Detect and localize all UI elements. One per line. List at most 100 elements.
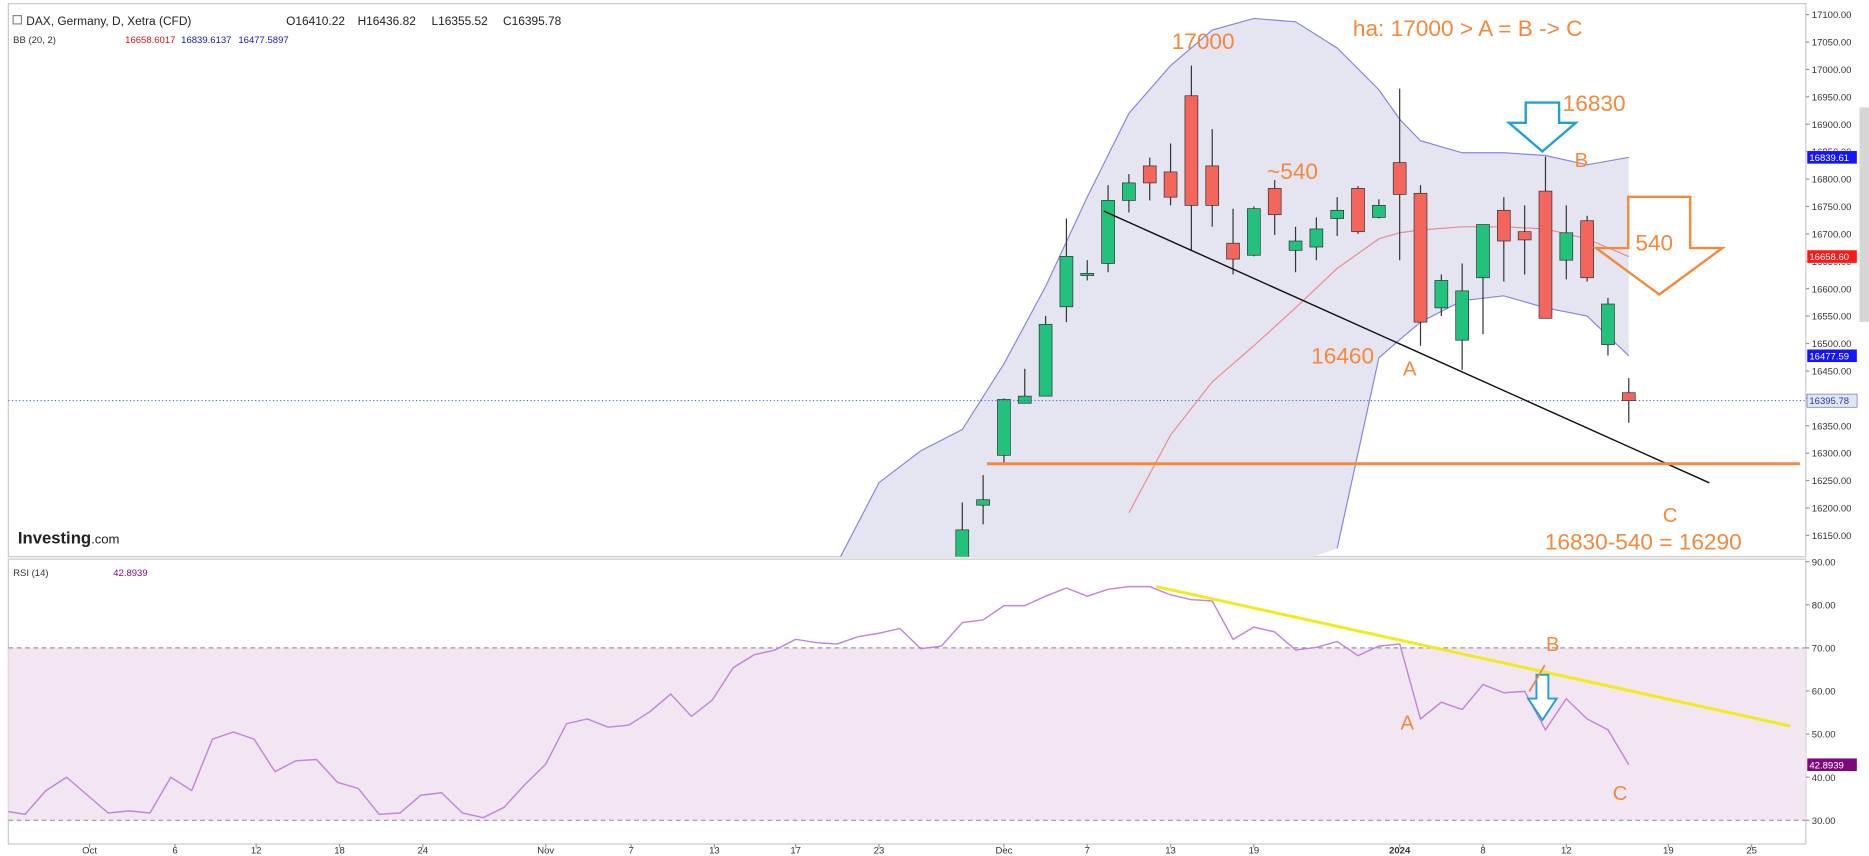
x-tick-label: 23: [874, 846, 885, 856]
bb-upper: [839, 17, 1629, 557]
candle-body: [1601, 303, 1615, 345]
collapse-icon[interactable]: [12, 14, 23, 25]
down-arrow-orange: [1592, 195, 1727, 296]
y-tick-label: 16300.00: [1812, 449, 1852, 460]
annotation: 16830-540 = 16290: [1545, 530, 1742, 555]
price-label-box: [1806, 393, 1858, 408]
annotation: A: [1403, 359, 1417, 381]
candle-body: [1621, 392, 1636, 401]
x-tick-label: 18: [334, 846, 345, 856]
candle-body: [1163, 171, 1178, 198]
annotation: 540: [1635, 230, 1673, 255]
down-arrow-blue: [1505, 101, 1579, 154]
price-label: 16658.60: [1809, 252, 1849, 263]
y-tick-label: 16250.00: [1812, 476, 1852, 487]
candle-body: [997, 399, 1011, 456]
candle-body: [1476, 224, 1490, 279]
y-tick-label: 16550.00: [1812, 312, 1852, 323]
y-tick-label: 70.00: [1812, 643, 1836, 654]
candle-body: [1517, 231, 1532, 241]
x-tick-label: 19: [1249, 846, 1260, 856]
candle-body: [1247, 208, 1261, 256]
price-label-box: [1806, 150, 1858, 165]
annotation: 17000: [1172, 29, 1235, 54]
candle-body: [1455, 290, 1469, 341]
x-tick-label: 12: [251, 846, 262, 856]
candle-body: [1205, 165, 1220, 206]
annotation: ha: 17000 > A = B -> C: [1353, 16, 1583, 41]
y-tick-label: 30.00: [1812, 816, 1836, 827]
rsi-title: RSI (14): [13, 568, 48, 579]
x-tick-label: 25: [1746, 846, 1757, 856]
x-tick-label: 8: [1480, 846, 1485, 856]
price-label-box: [1806, 757, 1858, 772]
symbol: DAX, Germany, D, Xetra (CFD): [26, 14, 191, 28]
price-label: 16477.59: [1809, 351, 1849, 362]
price-label: 42.8939: [1809, 760, 1843, 771]
price-label-box: [1806, 249, 1858, 264]
open: O16410.22: [286, 14, 345, 28]
candle-body: [1122, 182, 1136, 201]
y-tick-label: 16900.00: [1812, 120, 1852, 131]
y-tick-label: 90.00: [1812, 557, 1836, 568]
x-tick-label: Dec: [995, 846, 1012, 856]
annotation: ~540: [1267, 159, 1318, 184]
y-tick-label: 16500.00: [1812, 339, 1852, 350]
annotation: A: [1401, 713, 1415, 735]
x-tick-label: 19: [1663, 846, 1674, 856]
close: C16395.78: [503, 14, 562, 28]
candle-body: [1538, 190, 1553, 319]
rsi-plot: [8, 585, 1806, 821]
candle-body: [1142, 165, 1157, 184]
y-tick-label: 80.00: [1812, 600, 1836, 611]
x-tick-label: 7: [1085, 846, 1090, 856]
candle-body: [1434, 280, 1449, 309]
candle-body: [976, 499, 990, 506]
annotation: B: [1546, 634, 1560, 656]
y-tick-label: 16750.00: [1812, 202, 1852, 213]
rsi-down-arrow: [1526, 673, 1559, 722]
y-tick-label: 16350.00: [1812, 421, 1852, 432]
candle-body: [955, 529, 970, 557]
bb-title: BB (20, 2): [13, 35, 56, 46]
x-tick-label: Nov: [537, 846, 554, 856]
y-tick-label: 17000.00: [1812, 65, 1852, 76]
candle-body: [1351, 188, 1365, 233]
logo-main: Investing: [18, 529, 91, 548]
price-plot: [8, 17, 1806, 557]
trend-line: [1103, 210, 1710, 484]
candle-body: [1226, 242, 1240, 260]
candle-body: [1017, 395, 1032, 404]
logo-suffix: .com: [91, 532, 119, 547]
annotation: C: [1663, 505, 1678, 527]
candle-body: [1101, 200, 1115, 264]
y-tick-label: 16800.00: [1812, 175, 1852, 186]
y-tick-label: 50.00: [1812, 730, 1836, 741]
x-tick-label: 2024: [1389, 846, 1411, 856]
x-tick-label: 17: [790, 846, 801, 856]
x-tick-label: 7: [628, 846, 633, 856]
bb-upper: 16839.6137: [181, 35, 231, 46]
x-tick-label: 13: [1165, 846, 1176, 856]
scrollbar[interactable]: [1859, 107, 1869, 322]
rsi-value: 42.8939: [113, 568, 147, 579]
x-tick-label: 13: [709, 846, 720, 856]
candle-body: [1184, 95, 1199, 206]
candle-body: [1059, 255, 1074, 308]
logo: Investing.com: [18, 529, 120, 548]
y-tick-label: 40.00: [1812, 773, 1836, 784]
y-tick-label: 16600.00: [1812, 284, 1852, 295]
low: L16355.52: [431, 14, 488, 28]
y-tick-label: 17100.00: [1812, 10, 1852, 21]
axes: 16150.00 16200.00 16250.00 16300.00 16350.00…: [82, 10, 1858, 856]
candle-body: [1497, 209, 1511, 242]
candle-body: [1372, 205, 1386, 218]
x-tick-label: Oct: [82, 846, 97, 856]
candle-body: [1413, 192, 1428, 323]
rsi-tick-line: [1528, 664, 1546, 692]
rsi-line: [8, 585, 1630, 819]
price-label: 16839.61: [1809, 153, 1849, 164]
annotation: C: [1613, 783, 1628, 805]
